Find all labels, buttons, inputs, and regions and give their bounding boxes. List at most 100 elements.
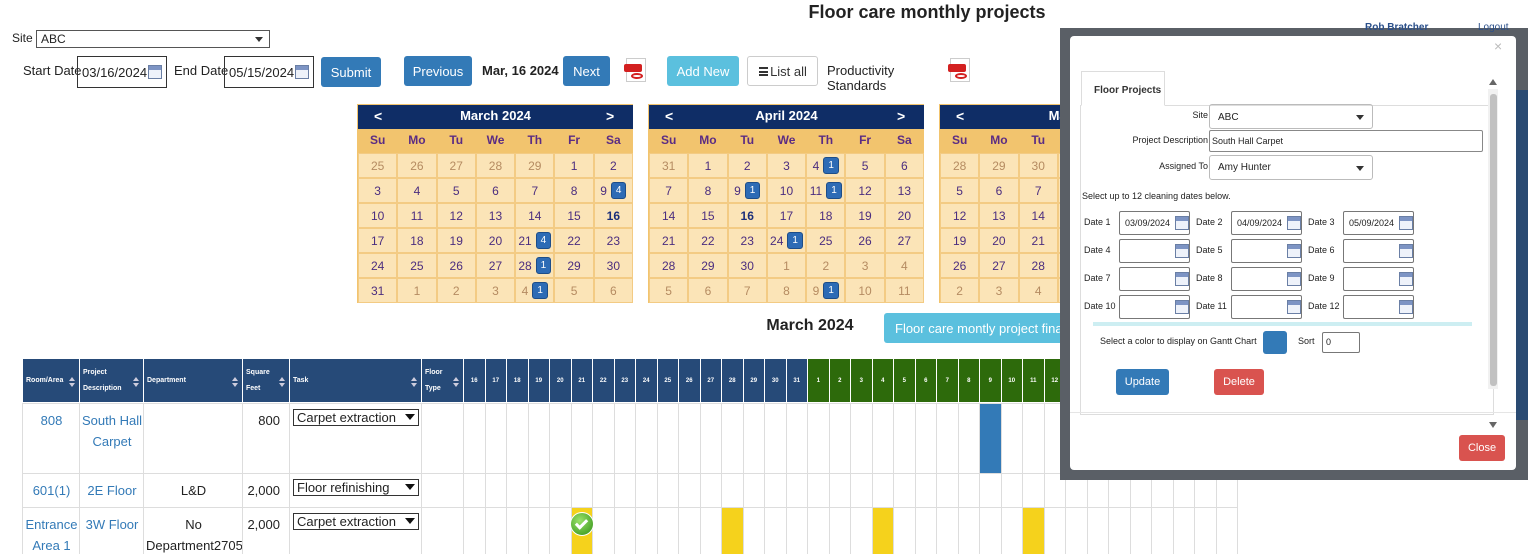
calendar-day[interactable]: 8 xyxy=(554,178,594,203)
task-select[interactable]: Floor refinishing xyxy=(293,479,419,496)
calendar-day[interactable]: 3 xyxy=(475,278,516,303)
date-input[interactable] xyxy=(1343,295,1414,319)
date-input[interactable] xyxy=(1231,295,1302,319)
previous-button[interactable]: Previous xyxy=(404,56,472,86)
calendar-day[interactable]: 26 xyxy=(940,253,980,278)
calendar-day[interactable]: 18 xyxy=(397,228,437,253)
calendar-day[interactable]: 12 xyxy=(436,203,476,228)
calendar-day[interactable]: 6 xyxy=(884,153,924,178)
calendar-day[interactable]: 24 xyxy=(358,253,398,278)
next-button[interactable]: Next xyxy=(563,56,610,86)
start-date-input[interactable]: 03/16/2024 xyxy=(77,56,167,88)
user-name[interactable]: Rob Bratcher xyxy=(1365,22,1429,33)
calendar-day[interactable]: 2 xyxy=(806,253,846,278)
calendar-day[interactable]: 7 xyxy=(1018,178,1058,203)
calendar-day[interactable]: 31 xyxy=(358,278,398,303)
calendar-day[interactable]: 6 xyxy=(979,178,1019,203)
calendar-day[interactable]: 18 xyxy=(806,203,846,228)
calendar-day[interactable]: 4 xyxy=(397,178,437,203)
calendar-day[interactable]: 26 xyxy=(397,153,437,178)
room[interactable]: 601(1) xyxy=(32,483,71,498)
calendar-day[interactable]: 11 xyxy=(397,203,437,228)
calendar-day[interactable]: 13 xyxy=(979,203,1019,228)
list-all-button[interactable]: List all xyxy=(747,56,818,86)
calendar-day[interactable]: 19 xyxy=(845,203,885,228)
calendar-day[interactable]: 7 xyxy=(649,178,689,203)
date-input[interactable] xyxy=(1119,295,1190,319)
date-input[interactable]: 03/09/2024 xyxy=(1119,211,1190,235)
calendar-day[interactable]: 27 xyxy=(436,153,476,178)
calendar-day[interactable]: 5 xyxy=(436,178,476,203)
date-input[interactable] xyxy=(1343,267,1414,291)
calendar-day[interactable]: 20 xyxy=(475,228,516,253)
calendar-day[interactable]: 25 xyxy=(806,228,846,253)
calendar-prev[interactable]: < xyxy=(956,108,965,124)
description-input[interactable]: South Hall Carpet xyxy=(1209,130,1483,152)
calendar-day[interactable]: 3 xyxy=(766,153,807,178)
calendar-next[interactable]: > xyxy=(897,108,906,124)
calendar-day[interactable]: 5 xyxy=(554,278,594,303)
sort-input[interactable]: 0 xyxy=(1322,332,1360,353)
calendar-day[interactable]: 25 xyxy=(397,253,437,278)
tab[interactable]: Floor Projects xyxy=(1081,71,1165,106)
logout-link[interactable]: Logout xyxy=(1478,22,1509,33)
calendar-day[interactable]: 23 xyxy=(727,228,767,253)
calendar-day[interactable]: 21 xyxy=(649,228,689,253)
calendar-day[interactable]: 1 xyxy=(397,278,437,303)
calendar-day[interactable]: 22 xyxy=(688,228,728,253)
calendar-day[interactable]: 15 xyxy=(554,203,594,228)
calendar-day[interactable]: 10 xyxy=(358,203,398,228)
calendar-day[interactable]: 25 xyxy=(358,153,398,178)
calendar-day[interactable]: 20 xyxy=(979,228,1019,253)
calendar-day[interactable]: 1 xyxy=(766,253,807,278)
room[interactable]: 808 xyxy=(40,413,63,428)
calendar-day[interactable]: 2 xyxy=(727,153,767,178)
calendar-day[interactable]: 30 xyxy=(593,253,633,278)
calendar-day[interactable]: 7 xyxy=(727,278,767,303)
calendar-day[interactable]: 24 1 xyxy=(766,228,807,253)
calendar-day[interactable]: 12 xyxy=(845,178,885,203)
calendar-day[interactable]: 6 xyxy=(688,278,728,303)
date-input[interactable] xyxy=(1343,239,1414,263)
financials-button[interactable]: Floor care montly project financ xyxy=(884,313,1070,343)
calendar-day[interactable]: 27 xyxy=(475,253,516,278)
task-select[interactable]: Carpet extraction xyxy=(293,409,419,426)
calendar-day[interactable]: 29 xyxy=(554,253,594,278)
calendar-day[interactable]: 1 xyxy=(554,153,594,178)
calendar-day[interactable]: 3 xyxy=(979,278,1019,303)
calendar-day[interactable]: 2 xyxy=(940,278,980,303)
calendar-day[interactable]: 28 xyxy=(649,253,689,278)
submit-button[interactable]: Submit xyxy=(321,57,381,87)
description[interactable]: 2E Floor xyxy=(87,483,137,498)
calendar-day[interactable]: 29 xyxy=(979,153,1019,178)
calendar-day[interactable]: 5 xyxy=(649,278,689,303)
date-input[interactable] xyxy=(1119,267,1190,291)
task-select[interactable]: Carpet extraction xyxy=(293,513,419,530)
calendar-prev[interactable]: < xyxy=(665,108,674,124)
calendar-day[interactable]: 5 xyxy=(940,178,980,203)
calendar-day[interactable]: 6 xyxy=(475,178,516,203)
delete-button[interactable]: Delete xyxy=(1214,369,1264,395)
calendar-day[interactable]: 26 xyxy=(845,228,885,253)
calendar-day[interactable]: 28 xyxy=(940,153,980,178)
calendar-day[interactable]: 28 1 xyxy=(515,253,555,278)
calendar-day[interactable]: 13 xyxy=(475,203,516,228)
end-date-input[interactable]: 05/15/2024 xyxy=(224,56,314,88)
calendar-next[interactable]: > xyxy=(606,108,615,124)
productivity-link[interactable]: Productivity Standards xyxy=(827,63,895,93)
calendar-day[interactable]: 3 xyxy=(358,178,398,203)
calendar-day[interactable]: 22 xyxy=(554,228,594,253)
calendar-day[interactable]: 7 xyxy=(515,178,555,203)
calendar-day[interactable]: 10 xyxy=(766,178,807,203)
modal-close-x[interactable]: × xyxy=(1494,38,1503,54)
description[interactable]: South Hall Carpet xyxy=(82,413,142,449)
calendar-day[interactable]: 29 xyxy=(515,153,555,178)
calendar-day[interactable]: 6 xyxy=(593,278,633,303)
calendar-day[interactable]: 5 xyxy=(845,153,885,178)
calendar-day[interactable]: 20 xyxy=(884,203,924,228)
